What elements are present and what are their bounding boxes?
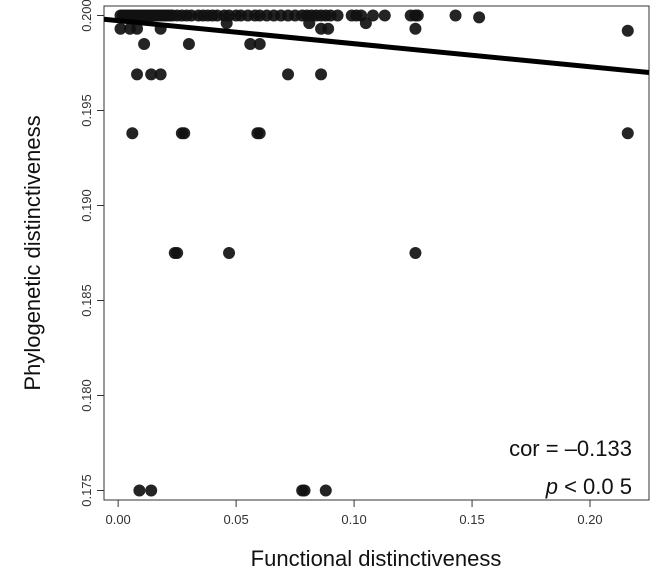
data-point xyxy=(473,11,486,24)
data-point xyxy=(178,127,191,140)
p-symbol: p xyxy=(545,474,558,499)
data-point xyxy=(359,17,372,30)
data-point xyxy=(114,22,127,35)
data-point xyxy=(133,484,146,497)
data-point xyxy=(131,68,144,81)
data-point xyxy=(303,17,316,30)
data-point xyxy=(315,68,328,81)
data-point xyxy=(331,9,344,22)
x-axis-title: Functional distinctiveness xyxy=(251,546,502,571)
data-point xyxy=(366,9,379,22)
x-axis: 0.00 0.05 0.10 0.15 0.20 xyxy=(105,500,603,527)
y-tick-label: 0.175 xyxy=(79,474,94,507)
y-tick-label: 0.190 xyxy=(79,189,94,222)
data-point xyxy=(253,38,266,50)
p-value-text: < 0.0 5 xyxy=(558,474,632,499)
data-point xyxy=(411,9,424,22)
data-point xyxy=(171,247,184,259)
data-point xyxy=(449,9,462,22)
data-point xyxy=(282,68,295,81)
data-points xyxy=(114,9,634,497)
y-tick-label: 0.185 xyxy=(79,284,94,317)
data-point xyxy=(409,22,422,35)
data-point xyxy=(126,127,139,140)
data-point xyxy=(182,38,195,50)
data-point xyxy=(322,22,335,35)
correlation-annotation: cor = –0.133 xyxy=(509,436,632,461)
data-point xyxy=(223,247,236,259)
y-tick-label: 0.200 xyxy=(79,0,94,32)
data-point xyxy=(244,38,257,50)
data-point xyxy=(621,127,634,140)
data-point xyxy=(319,484,332,497)
y-axis: 0.175 0.180 0.185 0.190 0.195 0.200 xyxy=(79,0,104,507)
regression-line xyxy=(103,16,650,75)
data-point xyxy=(378,9,391,22)
data-point xyxy=(220,17,233,30)
y-axis-title: Phylogenetic distinctiveness xyxy=(20,115,45,390)
data-point xyxy=(409,247,422,259)
y-tick-label: 0.195 xyxy=(79,94,94,127)
data-point xyxy=(253,127,266,140)
x-tick-label: 0.10 xyxy=(341,512,366,527)
x-tick-label: 0.20 xyxy=(577,512,602,527)
p-value-annotation: p < 0.0 5 xyxy=(545,474,632,499)
data-point xyxy=(138,38,151,50)
data-point xyxy=(621,24,634,37)
data-point xyxy=(131,22,144,35)
data-point xyxy=(145,484,158,497)
plot-frame xyxy=(103,5,650,501)
x-tick-label: 0.05 xyxy=(223,512,248,527)
data-point xyxy=(145,68,158,81)
data-point xyxy=(298,484,311,497)
data-point xyxy=(154,68,167,81)
x-tick-label: 0.15 xyxy=(459,512,484,527)
x-tick-label: 0.00 xyxy=(105,512,130,527)
y-tick-label: 0.180 xyxy=(79,379,94,412)
